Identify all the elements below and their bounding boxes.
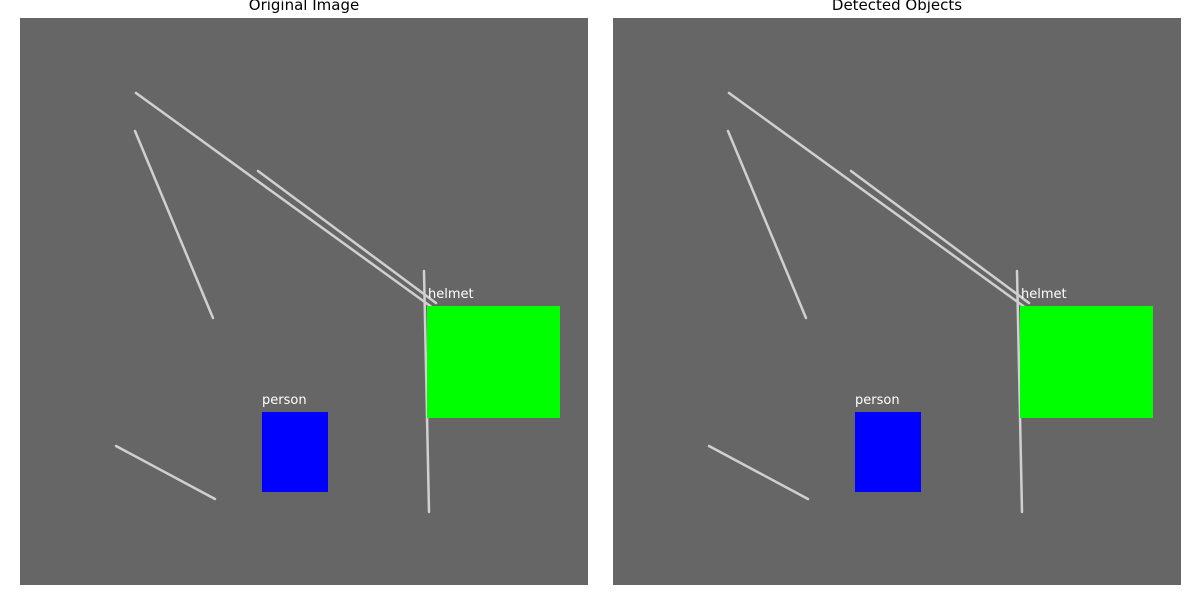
person-object	[855, 412, 921, 492]
detected-objects-panel: helmet person	[613, 18, 1181, 585]
person-label: person	[855, 393, 900, 408]
scene-line	[1015, 269, 1024, 514]
image-background	[20, 18, 588, 585]
panel-title-detected: Detected Objects	[831, 0, 963, 14]
scene-line	[256, 169, 438, 305]
scene-line	[726, 129, 808, 320]
scene-line	[849, 169, 1031, 305]
helmet-label: helmet	[1021, 287, 1067, 302]
helmet-label: helmet	[428, 287, 474, 302]
original-image-panel: helmet person	[20, 18, 588, 585]
person-label: person	[262, 393, 307, 408]
scene-line	[422, 269, 431, 514]
person-object	[262, 412, 328, 492]
scene-line	[114, 444, 217, 501]
helmet-object	[1020, 306, 1153, 418]
image-background	[613, 18, 1181, 585]
scene-line	[727, 91, 1028, 310]
panel-title-original: Original Image	[248, 0, 360, 14]
helmet-object	[427, 306, 560, 418]
scene-line	[707, 444, 810, 501]
scene-line	[133, 129, 215, 320]
scene-line	[134, 91, 435, 310]
